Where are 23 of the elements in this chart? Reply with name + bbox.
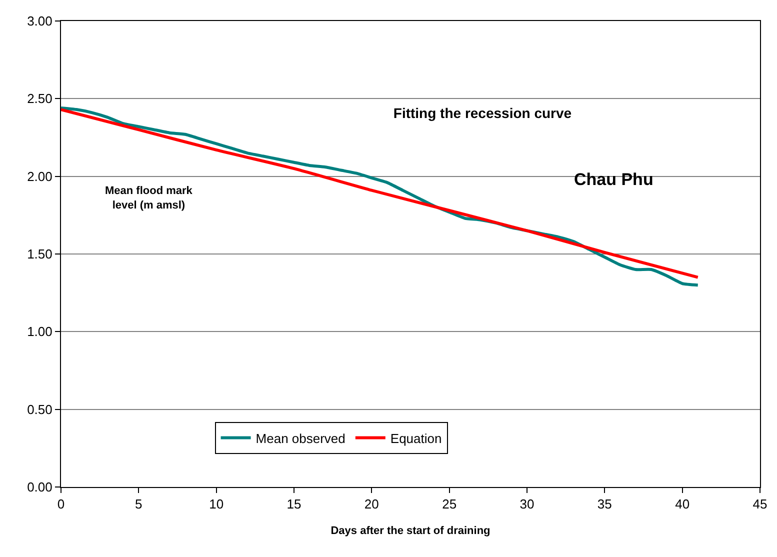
annotation: Chau Phu xyxy=(574,170,654,189)
x-tick-label: 45 xyxy=(752,496,768,512)
x-tick-label: 30 xyxy=(520,496,534,512)
text: Fitting the recession curve xyxy=(393,104,572,121)
y-tick-label: 0.50 xyxy=(27,402,52,417)
y-tick-label: 2.00 xyxy=(27,168,52,184)
y-tick-label: 1.50 xyxy=(27,246,52,262)
x-axis-title: Days after the start of draining xyxy=(330,524,490,537)
y-tick-label: 1.00 xyxy=(27,324,52,340)
y-tick-label: 0.00 xyxy=(27,480,52,495)
y-axis-title: Mean flood mark level (m amsl) xyxy=(105,185,194,212)
legend-label: Equation xyxy=(390,430,442,446)
x-tick-label: 25 xyxy=(442,496,457,512)
x-tick-label: 40 xyxy=(675,496,690,512)
legend-label: Mean observed xyxy=(256,430,346,446)
x-tick-label: 10 xyxy=(209,496,224,512)
x-tick-label: 20 xyxy=(364,496,379,512)
y-tick-label: 2.50 xyxy=(27,91,52,106)
y-tick-label: 3.00 xyxy=(27,14,52,29)
x-tick-label: 0 xyxy=(57,496,65,512)
x-tick-label: 15 xyxy=(286,496,302,512)
x-tick-label: 35 xyxy=(597,496,612,512)
x-tick-label: 5 xyxy=(135,496,142,512)
